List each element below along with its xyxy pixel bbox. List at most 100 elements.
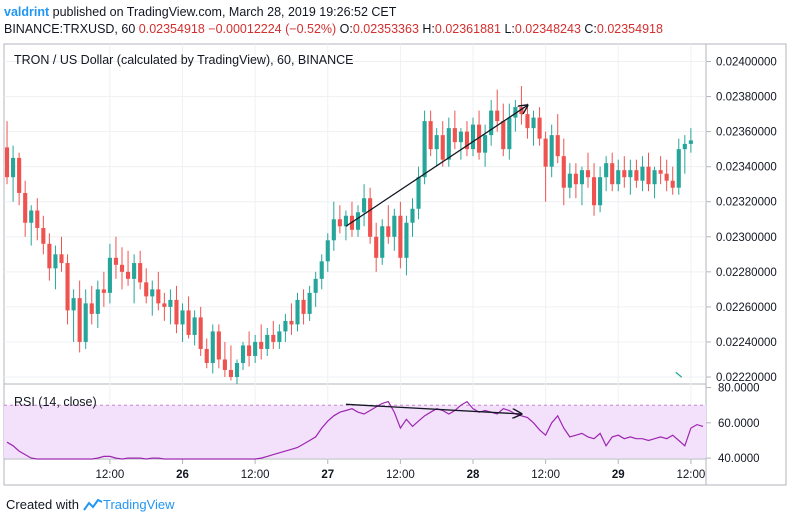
time-tick-label: 29 [612,469,625,481]
candle-body [670,180,675,188]
candle-body [507,117,512,150]
candle-body [89,303,94,314]
time-tick-label: 28 [467,469,480,481]
candle-body [525,114,530,129]
candle-body [682,143,687,150]
candle-body [374,236,379,258]
candle-body [446,128,451,160]
candle-body [470,124,476,150]
price-tick-label: 0.02260000 [716,302,777,314]
candle-body [355,212,361,230]
rsi-line [6,400,704,460]
candle-body [83,303,88,342]
candle-body [126,271,131,279]
candle-body [343,215,348,227]
ohlc-line: BINANCE:TRXUSD, 60 0.02354918 −0.0001222… [4,22,663,36]
time-tick-label: 12:00 [96,469,125,481]
candle-body [555,135,560,157]
last-price: 0.02354918 [138,22,205,36]
candle-body [331,219,336,241]
candle-body [325,240,330,262]
candle-body [585,170,591,178]
candle-body [265,334,270,349]
candle-body [234,362,240,377]
candle-body [174,299,179,325]
close-value: 0.02354918 [596,22,663,36]
candle-body [458,131,463,143]
main-pane-border [3,43,707,385]
price-tick-label: 0.02400000 [716,57,777,69]
candle-body [216,331,221,360]
candle-body [222,359,227,370]
candle-body [59,254,64,264]
candle-body [495,110,500,122]
price-tick-label: 0.02380000 [716,92,777,104]
candle-body [404,222,409,258]
candle-body [386,226,391,237]
candle-body [688,140,693,144]
footer: Created with TradingView [6,497,175,512]
time-tick-label: 27 [321,469,334,481]
candle-body [259,341,264,349]
candle-body [501,121,506,150]
high-value: 0.02361881 [434,22,501,36]
publish-info: valdrint published on TradingView.com, M… [4,5,396,19]
candle-body [240,345,246,363]
rsi-tick-label: 80.0000 [718,383,760,395]
rsi-band [4,405,706,459]
candle-body [41,228,46,244]
candle-body [65,263,70,311]
candle-body [150,289,155,297]
close-label: C: [584,22,597,36]
candle-body [398,215,403,258]
candle-body [271,334,276,342]
candle-body [477,124,482,153]
candle-body [513,107,518,118]
symbol-label: BINANCE:TRXUSD, 60 [4,22,136,36]
candle-body [368,198,373,237]
candle-body [464,131,470,150]
candle-body [658,170,663,174]
candle-body [434,135,439,150]
candle-body [168,299,173,307]
tradingview-brand: TradingView [102,497,175,512]
candle-body [29,210,34,223]
candle-body [77,298,82,342]
time-tick-label: 12:00 [386,469,415,481]
author-name[interactable]: valdrint [4,5,50,19]
candle-body [440,135,445,160]
candle-body [107,257,112,293]
candle-body [646,166,651,185]
candle-body [23,192,28,223]
price-tick-label: 0.02220000 [716,372,777,384]
time-axis-border [3,458,707,486]
candle-body [307,292,312,314]
price-trend-arrow [345,105,528,227]
candle-body [410,208,415,223]
candle-body [144,282,149,297]
candle-body [228,369,233,377]
candle-body [561,156,566,188]
candle-body [132,263,137,279]
candle-body [101,289,106,293]
rsi-tick-label: 40.0000 [718,453,760,465]
tradingview-logo-icon [83,498,103,511]
candle-body [452,128,457,143]
candle-body [422,121,427,178]
tradingview-link[interactable]: TradingView [83,497,175,512]
candle-body [138,263,143,283]
candle-body [295,299,300,325]
candle-body [610,163,615,185]
candle-body [198,317,203,349]
candle-body [162,303,167,307]
candle-body [598,177,603,206]
candle-body [567,173,572,188]
rsi-trend-arrow [345,403,522,414]
candle-body [277,331,282,342]
high-label: H: [422,22,435,36]
candle-body [313,278,318,293]
price-tick-label: 0.02280000 [716,267,777,279]
candle-body [628,170,633,178]
candle-body [664,173,669,181]
